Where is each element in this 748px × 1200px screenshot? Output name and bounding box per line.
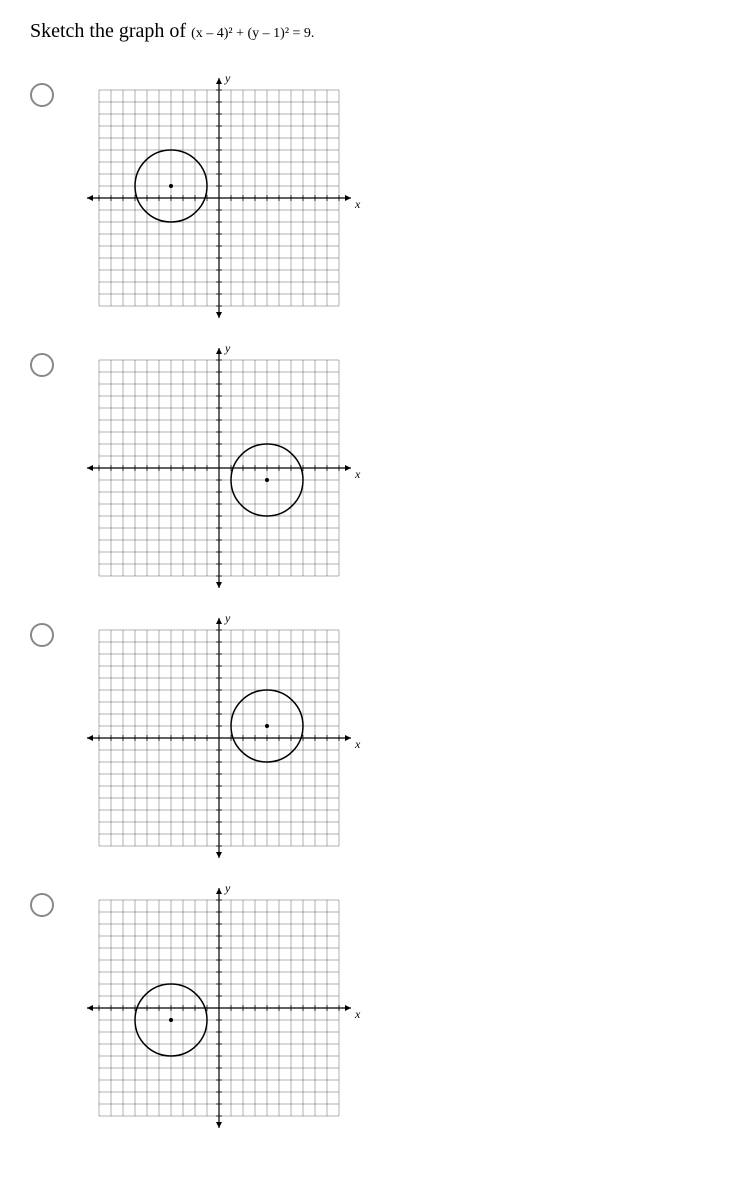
option-b[interactable]: xy (30, 343, 718, 593)
graph-c: xy (69, 613, 369, 863)
radio-d[interactable] (30, 893, 54, 917)
graph-d: xy (69, 883, 369, 1133)
svg-text:x: x (354, 1007, 361, 1021)
svg-text:y: y (224, 613, 231, 625)
graph-b: xy (69, 343, 369, 593)
question-text: Sketch the graph of (30, 20, 191, 42)
graph-a: xy (69, 73, 369, 323)
option-c[interactable]: xy (30, 613, 718, 863)
svg-text:y: y (224, 343, 231, 355)
radio-c[interactable] (30, 623, 54, 647)
option-a[interactable]: xy (30, 73, 718, 323)
svg-text:x: x (354, 737, 361, 751)
svg-text:y: y (224, 883, 231, 895)
svg-text:x: x (354, 467, 361, 481)
radio-b[interactable] (30, 353, 54, 377)
equation-text: (x – 4)² + (y – 1)² = 9. (191, 26, 314, 41)
options-container: xy xy xy xy (30, 73, 718, 1133)
radio-a[interactable] (30, 83, 54, 107)
option-d[interactable]: xy (30, 883, 718, 1133)
svg-text:x: x (354, 197, 361, 211)
svg-text:y: y (224, 73, 231, 85)
